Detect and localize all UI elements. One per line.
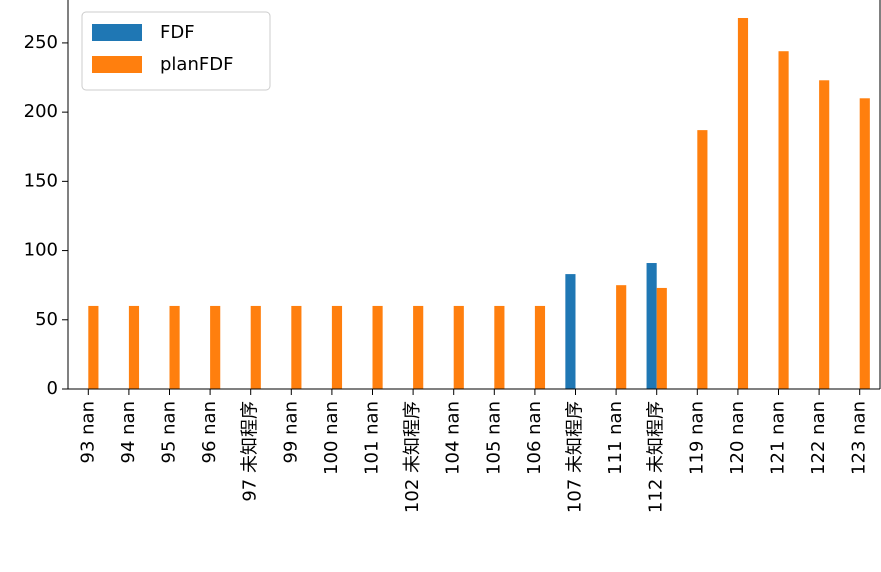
bar xyxy=(88,305,99,389)
bar xyxy=(616,285,627,389)
x-tick-label: 120 nan xyxy=(727,401,748,475)
bar xyxy=(210,305,221,389)
legend-label: planFDF xyxy=(160,54,233,75)
y-tick-label: 200 xyxy=(24,101,58,122)
x-tick-label: 93 nan xyxy=(77,401,98,463)
x-tick-label: 104 nan xyxy=(443,401,464,475)
x-tick-label: 107 未知程序 xyxy=(565,401,586,513)
x-tick-label: 112 未知程序 xyxy=(646,401,667,513)
x-tick-label: 121 nan xyxy=(768,401,789,475)
x-tick-label: 111 nan xyxy=(605,401,626,475)
x-tick-label: 105 nan xyxy=(483,401,504,475)
bar xyxy=(291,305,302,389)
bar xyxy=(372,305,383,389)
bar xyxy=(859,98,870,389)
bar xyxy=(128,305,140,389)
x-tick-label: 123 nan xyxy=(849,401,870,475)
bar xyxy=(565,274,576,389)
bar xyxy=(819,80,830,390)
y-tick-label: 0 xyxy=(47,378,58,399)
y-tick-label: 100 xyxy=(24,240,58,261)
legend-swatch xyxy=(92,24,142,41)
x-tick-label: 101 nan xyxy=(362,401,383,475)
bar xyxy=(169,305,180,389)
bar xyxy=(331,305,343,389)
x-tick-label: 106 nan xyxy=(524,401,545,475)
bar xyxy=(646,263,657,389)
bar xyxy=(250,305,261,389)
legend-label: FDF xyxy=(160,22,195,43)
x-tick-label: 97 未知程序 xyxy=(240,401,261,502)
y-tick-label: 250 xyxy=(24,32,58,53)
bar xyxy=(737,17,749,390)
bar xyxy=(697,130,708,389)
x-tick-label: 119 nan xyxy=(686,401,707,475)
bar xyxy=(656,287,667,389)
bar xyxy=(413,305,424,389)
bar xyxy=(494,305,505,389)
x-tick-label: 122 nan xyxy=(808,401,829,475)
x-tick-label: 100 nan xyxy=(321,401,342,475)
y-tick-label: 50 xyxy=(35,309,58,330)
x-tick-label: 99 nan xyxy=(280,401,301,463)
x-tick-label: 102 未知程序 xyxy=(402,401,423,513)
x-tick-label: 96 nan xyxy=(199,401,220,463)
bar xyxy=(453,305,464,389)
legend-swatch xyxy=(92,56,142,73)
bar xyxy=(534,305,546,389)
x-tick-label: 95 nan xyxy=(159,401,180,463)
bar xyxy=(778,51,789,389)
y-tick-label: 150 xyxy=(24,170,58,191)
x-tick-label: 94 nan xyxy=(118,401,139,463)
